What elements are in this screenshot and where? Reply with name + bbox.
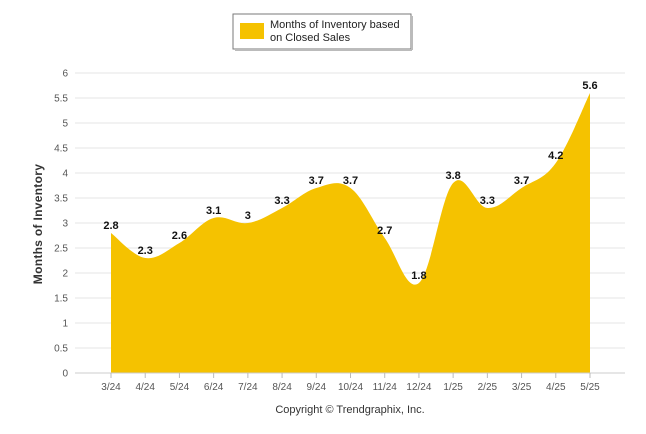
y-tick-label: 1.5 [54,294,68,305]
legend: Months of Inventory based on Closed Sale… [232,13,413,51]
x-axis-ticks: 3/24 4/24 5/24 6/24 7/24 8/24 9/24 10/24 11/24 12… [101,373,600,393]
legend-line-2: on Closed Sales [270,32,351,44]
x-tick-label: 8/24 [272,382,292,393]
x-tick-label: 6/24 [204,382,224,393]
y-tick-label: 5 [62,119,68,130]
x-tick-label: 5/25 [580,382,600,393]
x-tick-label: 7/24 [238,382,258,393]
y-axis-label: Months of Inventory [31,164,45,284]
data-label: 3.3 [480,195,495,207]
y-axis-ticks: 0 0.5 1 1.5 2 2.5 3 3.5 4 4.5 5 5.5 6 [54,69,68,380]
data-label: 3.7 [343,175,358,187]
data-label: 2.6 [172,230,187,242]
data-label: 3.7 [309,175,324,187]
x-tick-label: 4/24 [135,382,155,393]
data-label: 1.8 [411,270,426,282]
y-tick-label: 0.5 [54,344,68,355]
data-label: 3.8 [445,170,460,182]
x-tick-label: 10/24 [338,382,363,393]
data-label: 5.6 [582,80,597,92]
y-tick-label: 2.5 [54,244,68,255]
data-label: 3 [245,210,251,222]
data-label: 3.7 [514,175,529,187]
y-tick-label: 6 [62,69,68,80]
legend-swatch [240,23,264,39]
y-tick-label: 1 [62,319,68,330]
data-label: 3.3 [274,195,289,207]
legend-line-1: Months of Inventory based [270,19,400,31]
data-label: 2.3 [138,245,153,257]
y-tick-label: 5.5 [54,94,68,105]
x-tick-label: 12/24 [406,382,431,393]
x-tick-label: 11/24 [373,382,398,393]
y-tick-label: 3 [62,219,68,230]
y-tick-label: 0 [62,369,68,380]
data-label: 2.7 [377,225,392,237]
x-tick-label: 5/24 [170,382,190,393]
data-label: 3.1 [206,205,221,217]
x-tick-label: 3/24 [101,382,121,393]
y-tick-label: 4.5 [54,144,68,155]
data-label: 4.2 [548,150,563,162]
y-tick-label: 2 [62,269,68,280]
series-area [111,93,590,373]
y-tick-label: 4 [62,169,68,180]
x-tick-label: 2/25 [478,382,498,393]
data-labels: 2.8 2.3 2.6 3.1 3 3.3 3.7 3.7 2.7 1.8 3.8 3.3 3.7 4.2… [103,80,597,282]
x-tick-label: 1/25 [443,382,463,393]
x-tick-label: 9/24 [307,382,327,393]
x-tick-label: 4/25 [546,382,566,393]
x-tick-label: 3/25 [512,382,532,393]
data-label: 2.8 [103,220,118,232]
y-tick-label: 3.5 [54,194,68,205]
copyright-text: Copyright © Trendgraphix, Inc. [275,404,424,416]
